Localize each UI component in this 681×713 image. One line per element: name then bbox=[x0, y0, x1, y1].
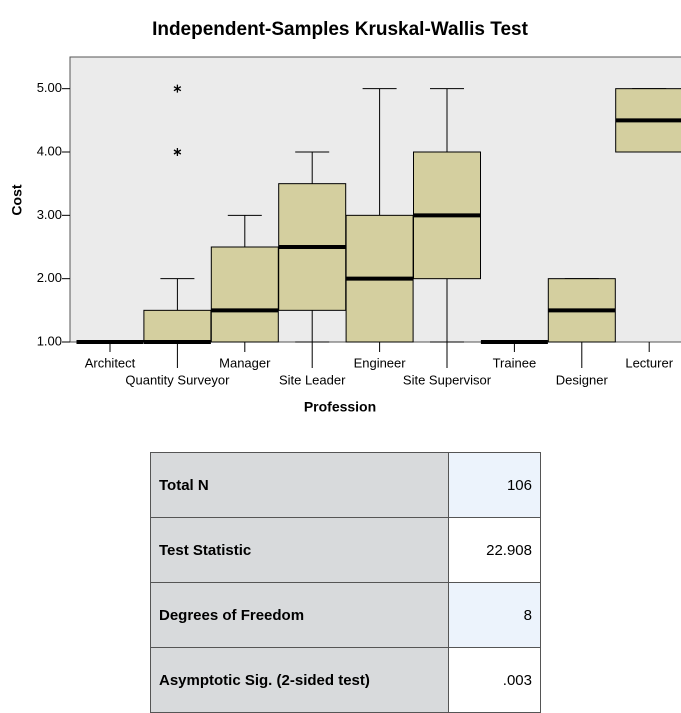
x-tick-label: Site Supervisor bbox=[403, 372, 492, 387]
y-tick-label: 4.00 bbox=[37, 143, 62, 158]
row-label: Total N bbox=[149, 452, 450, 518]
chart-title: Independent-Samples Kruskal-Wallis Test bbox=[152, 19, 529, 40]
table-row: Degrees of Freedom 8 bbox=[149, 582, 541, 648]
row-value: 8 bbox=[448, 582, 541, 648]
x-tick-label: Engineer bbox=[354, 355, 407, 370]
y-tick-label: 1.00 bbox=[37, 333, 62, 348]
y-axis-title: Cost bbox=[9, 184, 25, 215]
box bbox=[143, 309, 212, 343]
row-label: Asymptotic Sig. (2-sided test) bbox=[149, 647, 450, 713]
x-tick-label: Site Leader bbox=[279, 372, 346, 387]
x-tick-label: Designer bbox=[556, 372, 609, 387]
x-tick-label: Manager bbox=[219, 355, 271, 370]
y-tick-label: 5.00 bbox=[37, 80, 62, 95]
row-value: 106 bbox=[448, 452, 541, 518]
x-tick-label: Architect bbox=[85, 355, 136, 370]
x-tick-label: Lecturer bbox=[625, 355, 673, 370]
row-label: Degrees of Freedom bbox=[149, 582, 450, 648]
chart: Independent-Samples Kruskal-Wallis Test … bbox=[9, 19, 681, 415]
outlier bbox=[173, 148, 182, 156]
outlier bbox=[173, 84, 182, 93]
row-value: 22.908 bbox=[448, 517, 541, 583]
y-tick-label: 2.00 bbox=[37, 270, 62, 285]
result-table: Total N 106 Test Statistic 22.908 Degrees of… bbox=[149, 452, 541, 713]
table-row: Test Statistic 22.908 bbox=[149, 517, 541, 583]
table-row: Total N 106 bbox=[149, 452, 541, 518]
x-axis-title: Profession bbox=[304, 399, 376, 415]
row-value: .003 bbox=[448, 647, 541, 713]
table-row: Asymptotic Sig. (2-sided test) .003 bbox=[149, 647, 541, 713]
x-tick-label: Trainee bbox=[493, 355, 537, 370]
row-label: Test Statistic bbox=[149, 517, 450, 583]
box bbox=[210, 246, 279, 343]
x-tick-label: Quantity Surveyor bbox=[125, 372, 230, 387]
y-tick-label: 3.00 bbox=[37, 207, 62, 222]
